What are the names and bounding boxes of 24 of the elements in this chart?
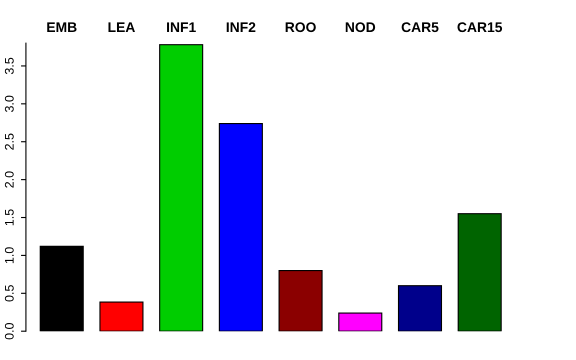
- x-tick-label: EMB: [47, 22, 77, 32]
- y-tick-label: 3.5: [4, 58, 14, 74]
- bar: [398, 285, 442, 332]
- y-tick-label: 1.5: [5, 209, 14, 226]
- y-tick-label: 3.0: [4, 96, 14, 112]
- bar: [40, 246, 84, 332]
- x-tick-label: CAR15: [457, 22, 502, 32]
- y-tick-label: 1.0: [4, 247, 14, 264]
- y-tick-label: 2.0: [4, 171, 14, 188]
- y-tick-label: 2.5: [4, 134, 14, 150]
- x-tick-label: INF1: [167, 22, 196, 32]
- x-tick-label: ROO: [286, 22, 316, 32]
- x-tick-label: INF2: [226, 22, 256, 32]
- y-tick-label: 0.5: [4, 285, 14, 302]
- bar: [99, 301, 144, 332]
- bar: [338, 312, 382, 332]
- bar: [218, 122, 263, 332]
- bar: [458, 213, 502, 332]
- x-tick-label: CAR5: [402, 22, 439, 32]
- bar: [159, 44, 204, 332]
- x-tick-label: LEA: [108, 22, 135, 32]
- bar: [278, 270, 323, 332]
- y-tick-label: 0.0: [4, 323, 14, 340]
- x-tick-label: NOD: [346, 22, 376, 32]
